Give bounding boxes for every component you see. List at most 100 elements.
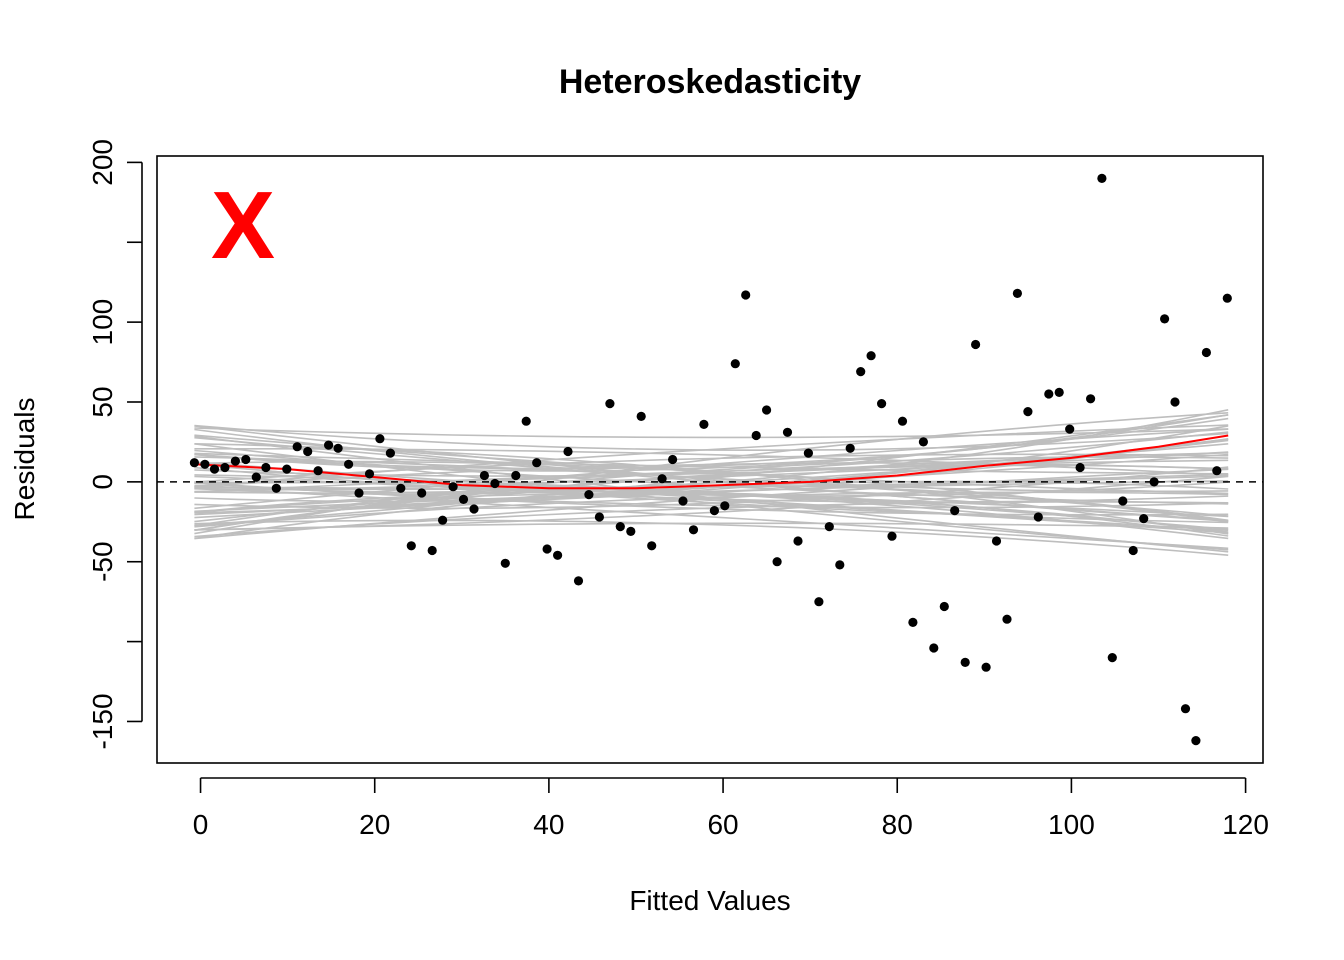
residual-point — [553, 550, 563, 560]
residual-point — [448, 482, 458, 492]
x-tick-label: 100 — [1048, 809, 1095, 840]
envelope-curve — [194, 491, 1229, 528]
residual-point — [897, 416, 908, 426]
residual-point — [406, 541, 416, 551]
residual-point — [261, 462, 271, 473]
residual-point — [762, 405, 772, 415]
residual-point — [189, 458, 199, 468]
residual-point — [1033, 512, 1043, 522]
x-tick-label: 40 — [533, 809, 564, 840]
residual-point — [292, 442, 302, 452]
residual-point — [438, 515, 448, 525]
envelope-curve — [194, 466, 1229, 510]
residual-point — [657, 474, 667, 484]
simulated-envelope — [194, 409, 1229, 556]
residual-point — [668, 454, 678, 465]
residual-point — [282, 464, 292, 474]
residual-point — [241, 454, 251, 465]
envelope-curve — [194, 452, 1229, 475]
residual-point — [532, 458, 542, 468]
residual-point — [417, 488, 427, 498]
x-tick-label: 80 — [882, 809, 913, 840]
y-axis: -150 -50 0 50 100 200 — [87, 139, 143, 750]
residual-point — [699, 419, 709, 429]
envelope-curve — [194, 447, 1229, 476]
residual-point — [385, 448, 395, 458]
residual-point — [772, 557, 782, 567]
residual-point — [929, 643, 939, 653]
residual-point — [500, 558, 510, 568]
envelope-curve — [194, 456, 1229, 517]
x-tick-label: 60 — [707, 809, 738, 840]
residual-point — [251, 472, 261, 482]
residual-point — [1075, 462, 1085, 473]
residual-point — [835, 560, 845, 570]
envelope-curve — [194, 475, 1229, 491]
residual-point — [1086, 394, 1096, 404]
residual-point — [971, 339, 981, 350]
envelope-curve — [194, 486, 1229, 550]
envelope-curve — [194, 414, 1229, 472]
y-tick-label: -150 — [87, 693, 118, 749]
residual-point — [782, 427, 793, 437]
residual-point — [303, 446, 313, 457]
x-tick-label: 20 — [359, 809, 390, 840]
residual-point — [856, 367, 866, 377]
residual-point — [1160, 314, 1170, 324]
residual-point — [1222, 293, 1232, 303]
residual-point — [991, 536, 1002, 546]
residual-point — [1002, 614, 1012, 624]
residual-point — [324, 440, 334, 450]
residual-point — [375, 434, 385, 444]
y-tick-label: 200 — [87, 139, 118, 186]
residual-point — [209, 464, 220, 474]
residual-point — [647, 541, 657, 551]
y-tick-label: 0 — [87, 474, 118, 490]
residual-point — [230, 456, 240, 466]
envelope-curve — [194, 425, 1229, 503]
residual-point — [364, 469, 375, 479]
residual-point — [1097, 173, 1107, 183]
x-tick-label: 120 — [1222, 809, 1269, 840]
residual-point — [521, 416, 531, 426]
x-axis: 0 20 40 60 80 100 120 — [193, 777, 1269, 840]
residual-point — [1065, 424, 1075, 434]
loess-fit — [194, 434, 1229, 490]
y-axis-label: Residuals — [9, 398, 40, 521]
residual-point — [1201, 347, 1211, 358]
residual-point — [1044, 389, 1054, 399]
residual-point — [427, 545, 437, 556]
residual-point — [981, 662, 991, 672]
residual-point — [626, 526, 636, 537]
y-tick-label: -50 — [87, 541, 118, 581]
residual-point — [741, 290, 751, 300]
residual-point — [573, 576, 584, 586]
residual-point — [751, 430, 761, 441]
envelope-curve — [194, 482, 1229, 509]
x-tick-label: 0 — [193, 809, 209, 840]
residual-point — [1149, 477, 1159, 487]
residual-point — [918, 437, 929, 447]
residual-point — [793, 536, 803, 546]
x-axis-label: Fitted Values — [629, 885, 790, 916]
residual-point — [1191, 736, 1201, 746]
residual-points — [189, 173, 1232, 746]
envelope-curve — [194, 427, 1229, 439]
envelope-curve — [194, 451, 1229, 493]
residual-point — [824, 522, 834, 532]
residual-point — [709, 506, 720, 516]
envelope-curve — [194, 456, 1229, 527]
residual-point — [688, 525, 699, 535]
residual-point — [1054, 387, 1064, 397]
plot-frame — [156, 155, 1264, 764]
residual-point — [939, 601, 949, 612]
residual-point — [479, 470, 489, 481]
residual-point — [1212, 466, 1222, 476]
residual-point — [542, 544, 552, 554]
y-tick-label: 100 — [87, 299, 118, 346]
residual-point — [1023, 407, 1033, 417]
residual-point — [720, 501, 730, 511]
residual-point — [271, 483, 281, 493]
residual-point — [490, 478, 500, 489]
